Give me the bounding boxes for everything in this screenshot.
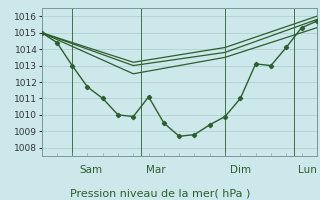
Text: Dim: Dim bbox=[230, 165, 251, 175]
Text: Pression niveau de la mer( hPa ): Pression niveau de la mer( hPa ) bbox=[70, 188, 250, 198]
Text: Lun: Lun bbox=[299, 165, 317, 175]
Text: Mar: Mar bbox=[146, 165, 165, 175]
Text: Sam: Sam bbox=[80, 165, 103, 175]
